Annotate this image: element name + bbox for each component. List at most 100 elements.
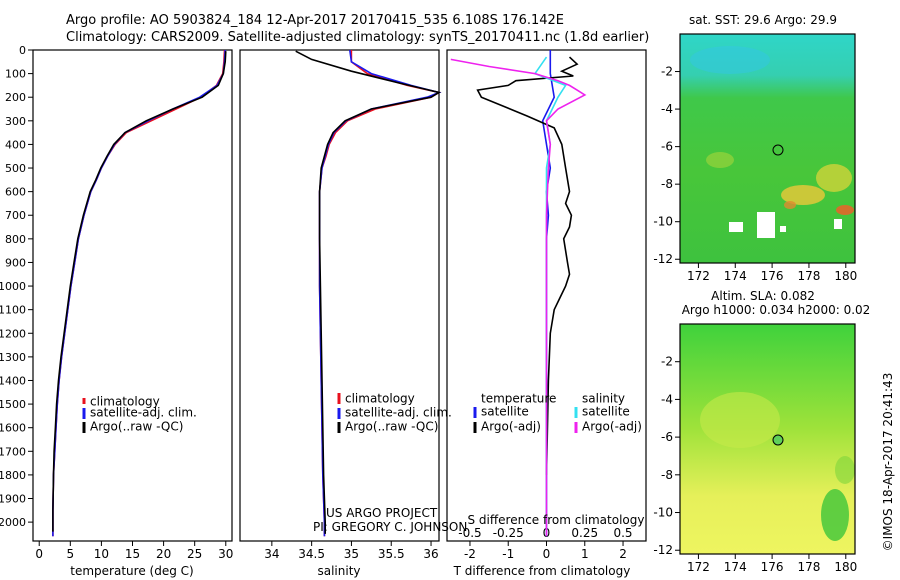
map-y-tick-label: -2 — [661, 355, 673, 369]
map-x-tick-label: 180 — [834, 269, 857, 283]
x-tick-label: 35.5 — [378, 547, 405, 561]
map-y-tick-label: -8 — [661, 468, 673, 482]
temperature-panel: 0100200300400500600700800900100011001200… — [0, 44, 233, 578]
y-tick-label: 1000 — [0, 280, 26, 293]
legend-t-argo: Argo(-adj) — [481, 420, 541, 434]
y-tick-label: 300 — [5, 115, 26, 128]
s-tick-label: -0.25 — [493, 526, 524, 540]
map-x-tick-label: 176 — [761, 269, 784, 283]
legend-climatology: climatology — [90, 395, 160, 409]
map-y-tick-label: -6 — [661, 430, 673, 444]
y-tick-label: 700 — [5, 209, 26, 222]
y-tick-label: 0 — [19, 44, 26, 57]
map-y-tick-label: -12 — [653, 543, 673, 557]
map-y-tick-label: -10 — [653, 506, 673, 520]
s-difference-axis-label: S difference from climatology — [468, 513, 645, 527]
x-tick-label: 35 — [344, 547, 359, 561]
x-tick-label: -1 — [502, 547, 514, 561]
salinity-plot-frame — [239, 49, 440, 542]
y-tick-label: 1800 — [0, 469, 26, 482]
legend-s-argo: Argo(-adj) — [582, 420, 642, 434]
sla-map-title: Altim. SLA: 0.082 — [711, 289, 815, 303]
s-tick-label: 0.25 — [571, 526, 598, 540]
map-x-tick-label: 176 — [761, 560, 784, 574]
figure-title: Argo profile: AO 5903824_184 12-Apr-2017… — [66, 13, 564, 28]
y-tick-label: 1400 — [0, 374, 26, 387]
imos-credit: ©IMOS 18-Apr-2017 20:41:43 — [881, 373, 895, 552]
map-x-tick-label: 174 — [724, 560, 747, 574]
pi-credit: PI: GREGORY C. JOHNSON — [313, 520, 467, 534]
legend-header-salinity: salinity — [582, 392, 625, 406]
series-line-salinity-argo-adj — [450, 58, 587, 537]
sst-map-frame — [679, 33, 856, 264]
series-line-argo-adj — [476, 56, 579, 475]
sst-missing-data — [729, 212, 842, 238]
temperature-axis-label: temperature (deg C) — [70, 564, 193, 578]
y-tick-label: 800 — [5, 233, 26, 246]
sla-patches — [700, 392, 855, 541]
map-y-tick-label: -6 — [661, 140, 673, 154]
temperature-legend: climatology satellite-adj. clim. Argo(..… — [82, 395, 197, 434]
series-line-argo-raw-qc — [295, 50, 442, 534]
y-tick-label: 600 — [5, 186, 26, 199]
difference-legend: temperature salinity satellite Argo(-adj… — [473, 392, 642, 434]
temperature-x-axis: 0 5 10 15 20 25 30 — [35, 541, 233, 561]
legend-argo: Argo(..raw -QC) — [90, 420, 183, 434]
map-y-tick-label: -4 — [661, 102, 673, 116]
difference-series — [450, 50, 587, 537]
x-tick-label: 0 — [543, 547, 551, 561]
y-tick-label: 2000 — [0, 516, 26, 529]
y-tick-label: 200 — [5, 91, 26, 104]
difference-x-axis: -2 -1 0 1 2-0.5 -0.25 0 0.25 0.5 — [458, 526, 632, 561]
y-tick-label: 900 — [5, 256, 26, 269]
y-tick-label: 1100 — [0, 304, 26, 317]
salinity-x-axis: 34 34.5 35 35.5 36 — [264, 541, 439, 561]
x-tick-label: 0 — [35, 547, 43, 561]
map-x-tick-label: 178 — [797, 269, 820, 283]
salinity-legend: climatology satellite-adj. clim. Argo(..… — [337, 392, 452, 434]
legend-climatology: climatology — [345, 392, 415, 406]
temperature-plot-frame — [32, 49, 233, 542]
figure-subtitle: Climatology: CARS2009. Satellite-adjuste… — [66, 30, 649, 45]
map-y-tick-label: -12 — [653, 252, 673, 266]
salinity-panel: 34 34.5 35 35.5 36 salinity climatology sate… — [239, 49, 467, 578]
map-y-tick-label: -10 — [653, 215, 673, 229]
x-tick-label: -2 — [464, 547, 476, 561]
map-x-tick-label: 174 — [724, 269, 747, 283]
y-tick-label: 100 — [5, 68, 26, 81]
sst-map-title: sat. SST: 29.6 Argo: 29.9 — [689, 13, 837, 27]
sst-warm-patches — [690, 46, 854, 215]
legend-argo: Argo(..raw -QC) — [345, 420, 438, 434]
series-line-satellite-adj-clim — [52, 49, 226, 537]
s-tick-label: -0.5 — [458, 526, 481, 540]
x-tick-label: 25 — [187, 547, 202, 561]
y-tick-label: 1300 — [0, 351, 26, 364]
argo-location-marker — [772, 434, 784, 446]
legend-satellite: satellite-adj. clim. — [90, 406, 197, 420]
x-tick-label: 34.5 — [298, 547, 325, 561]
s-tick-label: 0.5 — [613, 526, 632, 540]
x-tick-label: 2 — [619, 547, 627, 561]
argo-location-marker — [772, 144, 784, 156]
map-y-tick-label: -2 — [661, 65, 673, 79]
sst-map-panel: sat. SST: 29.6 Argo: 29.9 172 174 176 178 18… — [653, 13, 857, 283]
x-tick-label: 20 — [156, 547, 171, 561]
x-tick-label: 30 — [218, 547, 233, 561]
series-line-climatology — [318, 50, 442, 537]
map-x-tick-label: 178 — [797, 560, 820, 574]
y-tick-label: 1200 — [0, 327, 26, 340]
x-tick-label: 1 — [581, 547, 589, 561]
series-line-climatology — [52, 49, 226, 537]
legend-satellite: satellite-adj. clim. — [345, 406, 452, 420]
map-x-tick-label: 172 — [687, 560, 710, 574]
legend-header-temperature: temperature — [481, 392, 556, 406]
y-tick-label: 1600 — [0, 422, 26, 435]
map-x-tick-label: 172 — [687, 269, 710, 283]
salinity-series — [295, 49, 442, 537]
legend-t-satellite: satellite — [481, 405, 529, 419]
sla-map-subtitle: Argo h1000: 0.034 h2000: 0.02 — [682, 303, 871, 317]
x-tick-label: 5 — [66, 547, 74, 561]
temperature-series — [52, 49, 227, 537]
sla-map-panel: Altim. SLA: 0.082 Argo h1000: 0.034 h200… — [653, 289, 870, 574]
